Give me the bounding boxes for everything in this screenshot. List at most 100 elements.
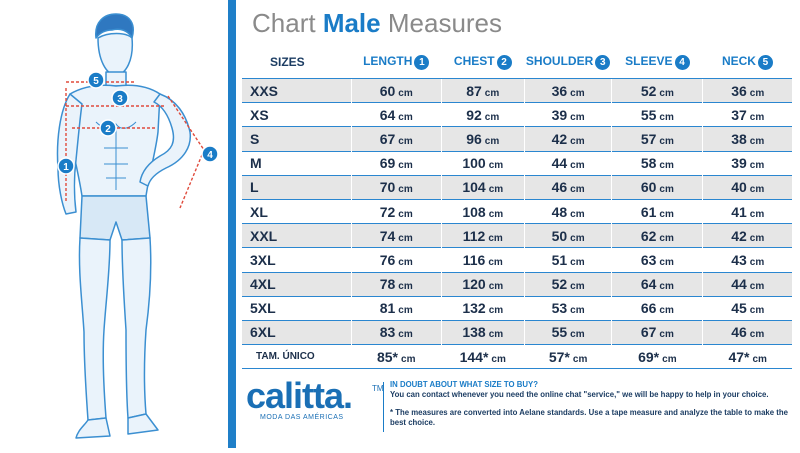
measure-value: 69 bbox=[379, 155, 396, 172]
measure-cell: 100 cm bbox=[440, 150, 525, 176]
measure-cell: 104 cm bbox=[440, 174, 525, 200]
size-table: SIZES LENGTH 1 CHEST 2 SHOULDER 3 SLEEVE 4 N… bbox=[242, 46, 792, 370]
measure-cell: 63 cm bbox=[611, 247, 703, 272]
table-row: 6XL 83 cm 138 cm 55 cm 67 cm 46 cm bbox=[242, 319, 792, 345]
measure-value: 38 bbox=[731, 130, 747, 147]
measure-cell: 36 cm bbox=[523, 77, 612, 103]
measure-value: 96 bbox=[466, 130, 482, 147]
brand-logo: calitta. TM MODA DAS AMÉRICAS bbox=[246, 375, 384, 438]
measure-value: 100 bbox=[462, 155, 486, 172]
measure-value: 66 bbox=[640, 300, 657, 317]
measure-cell: 76 cm bbox=[350, 247, 442, 272]
size-cell: XL bbox=[242, 198, 352, 224]
measure-unit: cm bbox=[401, 353, 416, 365]
measure-unit: cm bbox=[659, 281, 674, 293]
brand-name: calitta. bbox=[246, 375, 353, 416]
measure-value: 64 bbox=[379, 106, 396, 123]
measure-value: 62 bbox=[640, 227, 657, 244]
measure-unit: cm bbox=[749, 111, 765, 123]
measure-cell: 81 cm bbox=[350, 295, 442, 321]
column-header-sleeve: SLEEVE 4 bbox=[612, 46, 703, 79]
measure-unit: cm bbox=[659, 87, 674, 99]
table-row: S 67 cm 96 cm 42 cm 57 cm 38 cm bbox=[242, 126, 792, 152]
measure-cell: 72 cm bbox=[350, 198, 442, 224]
marker-5-icon bbox=[87, 71, 105, 89]
marker-4-icon bbox=[201, 145, 219, 163]
measure-cell: 52 cm bbox=[611, 77, 703, 103]
measure-cell: 44 cm bbox=[702, 271, 792, 297]
page-title: Chart Male Measures bbox=[252, 8, 503, 38]
measure-cell: 52 cm bbox=[523, 271, 612, 297]
measure-unit: cm bbox=[752, 353, 767, 365]
table-row: XXL 74 cm 112 cm 50 cm 62 cm 42 cm bbox=[242, 223, 792, 248]
footer-divider bbox=[383, 382, 384, 432]
measure-value: 85* bbox=[376, 348, 399, 365]
measure-value: 53 bbox=[551, 300, 568, 317]
measure-unit: cm bbox=[659, 160, 674, 172]
measure-value: 144* bbox=[459, 348, 489, 365]
table-row: XXS 60 cm 87 cm 36 cm 52 cm 36 cm bbox=[242, 77, 792, 103]
measure-cell: 41 cm bbox=[702, 198, 792, 224]
measure-unit: cm bbox=[749, 281, 765, 293]
measure-cell: 78 cm bbox=[350, 271, 442, 297]
table-row: 5XL 81 cm 132 cm 53 cm 66 cm 45 cm bbox=[242, 295, 792, 321]
measure-value: 36 bbox=[731, 82, 747, 99]
measure-disclaimer: * The measures are converted into Aelane… bbox=[390, 408, 788, 427]
table-row: 3XL 76 cm 116 cm 51 cm 63 cm 43 cm bbox=[242, 247, 792, 272]
size-cell: 6XL bbox=[242, 319, 352, 345]
measure-value: 132 bbox=[462, 300, 486, 317]
measure-unit: cm bbox=[491, 353, 506, 365]
measure-cell: 60 cm bbox=[350, 77, 442, 103]
marker-3-icon: 3 bbox=[595, 54, 611, 70]
measure-unit: cm bbox=[488, 160, 504, 172]
measure-value: 58 bbox=[640, 155, 657, 172]
measure-unit: cm bbox=[570, 329, 585, 341]
table-row: XL 72 cm 108 cm 48 cm 61 cm 41 cm bbox=[242, 198, 792, 224]
measure-value: 39 bbox=[731, 155, 747, 172]
measure-cell: 70 cm bbox=[350, 174, 442, 200]
measure-unit: cm bbox=[488, 256, 503, 268]
measure-unit: cm bbox=[488, 184, 504, 196]
measure-cell: 69* cm bbox=[611, 344, 703, 370]
size-cell: 5XL bbox=[242, 295, 352, 321]
measure-unit: cm bbox=[659, 135, 674, 147]
measure-value: 57* bbox=[548, 348, 570, 365]
measure-value: 39 bbox=[551, 106, 568, 123]
measure-cell: 57 cm bbox=[611, 126, 703, 152]
measure-unit: cm bbox=[659, 208, 674, 220]
measure-value: 50 bbox=[551, 227, 568, 244]
measure-value: 67 bbox=[640, 324, 657, 341]
measure-cell: 36 cm bbox=[702, 77, 792, 103]
measure-value: 63 bbox=[640, 251, 657, 268]
measure-cell: 87 cm bbox=[440, 77, 525, 103]
size-cell: 4XL bbox=[242, 271, 352, 297]
measure-value: 44 bbox=[731, 276, 747, 293]
measure-cell: 64 cm bbox=[350, 102, 442, 127]
measure-cell: 64 cm bbox=[611, 271, 703, 297]
measure-unit: cm bbox=[398, 232, 413, 244]
measure-value: 36 bbox=[551, 82, 568, 99]
measure-cell: 62 cm bbox=[611, 223, 703, 248]
measure-value: 48 bbox=[551, 203, 568, 220]
measure-unit: cm bbox=[398, 87, 413, 99]
marker-label: 4 bbox=[207, 150, 213, 161]
measure-unit: cm bbox=[570, 111, 585, 123]
marker-1-icon bbox=[57, 157, 75, 175]
help-contact-text: You can contact whenever you need the on… bbox=[390, 390, 769, 399]
measure-cell: 138 cm bbox=[440, 319, 525, 345]
measure-value: 55 bbox=[551, 324, 568, 341]
measure-cell: 58 cm bbox=[611, 150, 703, 176]
measure-unit: cm bbox=[398, 135, 413, 147]
measure-unit: cm bbox=[398, 208, 413, 220]
measure-value: 92 bbox=[466, 106, 482, 123]
size-cell: M bbox=[242, 150, 352, 176]
measure-value: 47* bbox=[728, 348, 750, 365]
marker-4-icon: 4 bbox=[674, 54, 690, 70]
measure-cell: 116 cm bbox=[440, 247, 525, 272]
brand-trademark: TM bbox=[372, 384, 384, 393]
measure-cell: 144* cm bbox=[440, 344, 525, 370]
column-header-length: LENGTH 1 bbox=[351, 46, 441, 79]
measure-cell: 47* cm bbox=[702, 344, 792, 370]
measure-unit: cm bbox=[749, 305, 765, 317]
measure-unit: cm bbox=[488, 232, 503, 244]
